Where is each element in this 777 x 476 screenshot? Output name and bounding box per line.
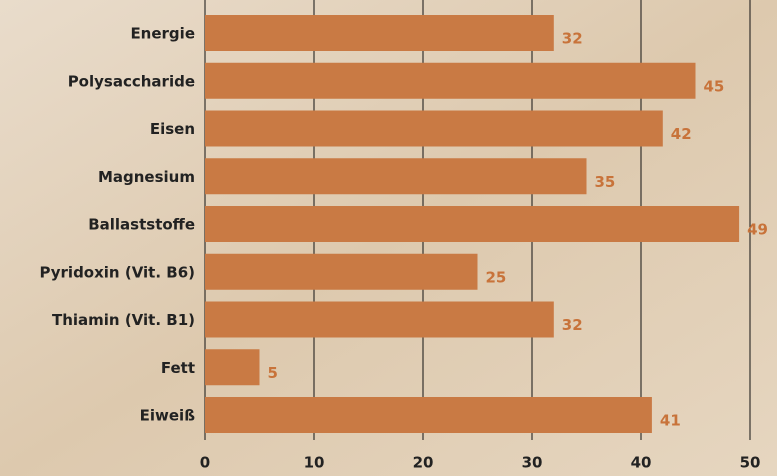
value-label: 25 [486, 268, 507, 286]
value-label: 5 [268, 364, 278, 382]
y-tick-label: Eisen [150, 120, 195, 138]
value-label: 49 [747, 221, 768, 239]
y-tick-label: Eiweiß [140, 407, 196, 425]
bar [205, 349, 260, 385]
chart: 0 10 20 30 40 50 Energie 32 Polysaccharide 45 Eise… [0, 0, 777, 476]
y-tick-label: Thiamin (Vit. B1) [52, 311, 195, 329]
bar [205, 397, 652, 433]
page: {"chart_data": {"type": "barh", "categor… [0, 0, 777, 476]
bar [205, 63, 696, 99]
value-label: 35 [595, 173, 616, 191]
bar [205, 302, 554, 338]
x-tick-label: 50 [740, 454, 761, 472]
value-label: 32 [562, 316, 583, 334]
x-tick-label: 10 [304, 454, 325, 472]
bar [205, 206, 739, 242]
y-tick-label: Magnesium [98, 168, 195, 186]
x-tick-label: 30 [522, 454, 543, 472]
value-label: 42 [671, 125, 692, 143]
value-label: 45 [704, 77, 725, 95]
value-label: 41 [660, 412, 681, 430]
value-label: 32 [562, 30, 583, 48]
x-tick-label: 20 [413, 454, 434, 472]
bar [205, 111, 663, 147]
x-tick-label: 0 [200, 454, 210, 472]
bar [205, 15, 554, 51]
y-tick-label: Polysaccharide [68, 72, 195, 90]
bar [205, 254, 478, 290]
y-tick-label: Ballaststoffe [88, 216, 195, 234]
x-tick-label: 40 [631, 454, 652, 472]
y-tick-label: Fett [161, 359, 195, 377]
y-tick-label: Pyridoxin (Vit. B6) [39, 263, 195, 281]
bar [205, 158, 587, 194]
y-tick-label: Energie [130, 25, 195, 43]
